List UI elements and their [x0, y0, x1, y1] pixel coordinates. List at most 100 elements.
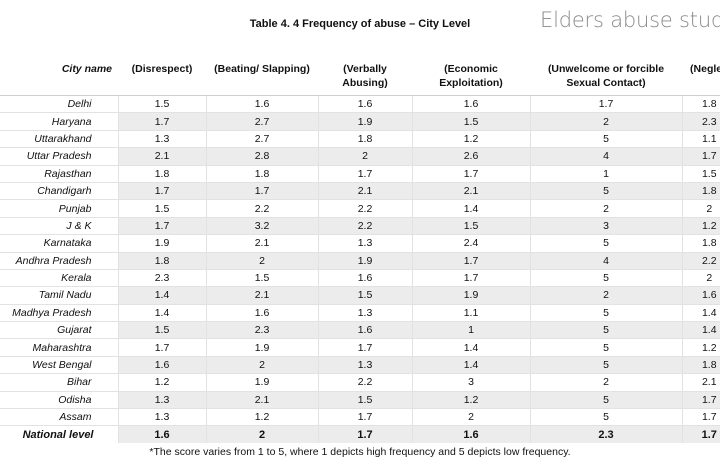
- cell-value: 2.2: [205, 199, 318, 218]
- cell-value: 1.1: [681, 130, 720, 149]
- cell-value: 1.6: [681, 286, 720, 305]
- cell-value: 1.7: [529, 95, 682, 114]
- cell-value: 1.5: [117, 321, 206, 340]
- cell-value: 2: [205, 356, 318, 375]
- cell-value: 2.8: [205, 147, 318, 166]
- frequency-table: City name (Disrespect) (Beating/ Slappin…: [0, 58, 720, 443]
- header-city-name: City name: [0, 58, 118, 96]
- cell-value: 1.5: [317, 286, 412, 305]
- cell-value: 5: [529, 234, 682, 253]
- header-economic-line2: Exploitation): [439, 77, 503, 89]
- city-name: West Bengal: [0, 356, 118, 375]
- cell-value: 1.5: [117, 199, 206, 218]
- cell-value: 1.8: [117, 165, 206, 183]
- header-verbally-line1: (Verbally: [343, 63, 387, 75]
- cell-value: 1.4: [681, 321, 720, 340]
- cell-value: 2.1: [317, 182, 412, 201]
- cell-value: 1.4: [681, 304, 720, 323]
- cell-value: 1.9: [205, 373, 318, 392]
- table-footnote: *The score varies from 1 to 5, where 1 d…: [149, 446, 571, 458]
- cell-value: 1.3: [117, 130, 206, 149]
- city-name: Maharashtra: [0, 338, 118, 357]
- cell-value: 2.1: [117, 147, 206, 166]
- city-name: Assam: [0, 408, 118, 427]
- cell-value: 1.3: [117, 391, 206, 410]
- cell-value: 1.8: [681, 182, 720, 201]
- cell-value: 1.7: [411, 165, 530, 183]
- table-row: Karnataka 1.9 2.1 1.3 2.4 5 1.8: [0, 234, 720, 253]
- cell-value: 2.3: [205, 321, 318, 340]
- cell-value: 1.7: [411, 269, 530, 288]
- national-value: 2.3: [529, 425, 682, 443]
- header-row: City name (Disrespect) (Beating/ Slappin…: [0, 58, 720, 96]
- cell-value: 5: [529, 130, 682, 149]
- city-name: Karnataka: [0, 234, 118, 253]
- cell-value: 1.4: [117, 304, 206, 323]
- cell-value: 2.2: [317, 199, 412, 218]
- header-sexual-line2: Sexual Contact): [566, 77, 646, 89]
- cell-value: 1.5: [411, 112, 530, 131]
- city-name: Andhra Pradesh: [0, 252, 118, 270]
- table-row: Chandigarh 1.7 1.7 2.1 2.1 5 1.8: [0, 182, 720, 201]
- cell-value: 1.4: [411, 356, 530, 375]
- table-row: J & K 1.7 3.2 2.2 1.5 3 1.2: [0, 217, 720, 236]
- cell-value: 2.1: [205, 286, 318, 305]
- table-row: Punjab 1.5 2.2 2.2 1.4 2 2: [0, 199, 720, 218]
- city-name: Kerala: [0, 269, 118, 288]
- city-name: Bihar: [0, 373, 118, 392]
- table-row: Tamil Nadu 1.4 2.1 1.5 1.9 2 1.6: [0, 286, 720, 305]
- header-sexual-line1: (Unwelcome or forcible: [547, 63, 665, 75]
- cell-value: 5: [529, 321, 682, 340]
- table-row: Odisha 1.3 2.1 1.5 1.2 5 1.7: [0, 391, 720, 410]
- table-row: Rajasthan 1.8 1.8 1.7 1.7 1 1.5: [0, 165, 720, 183]
- cell-value: 1.7: [117, 338, 206, 357]
- cell-value: 1.2: [411, 130, 530, 149]
- cell-value: 1.9: [317, 112, 412, 131]
- cell-value: 1.8: [681, 95, 720, 114]
- cell-value: 1.6: [317, 95, 412, 114]
- table-row: Assam 1.3 1.2 1.7 2 5 1.7: [0, 408, 720, 427]
- city-name: Odisha: [0, 391, 118, 410]
- city-name: Gujarat: [0, 321, 118, 340]
- cell-value: 3.2: [205, 217, 318, 236]
- cell-value: 3: [529, 217, 682, 236]
- cell-value: 1.7: [317, 338, 412, 357]
- cell-value: 1.2: [411, 391, 530, 410]
- cell-value: 1.3: [117, 408, 206, 427]
- study-brand-title: Elders abuse study: [540, 8, 720, 32]
- cell-value: 5: [529, 269, 682, 288]
- table-row: Maharashtra 1.7 1.9 1.7 1.4 5 1.2: [0, 338, 720, 357]
- cell-value: 1.5: [411, 217, 530, 236]
- header-economic-exploitation: (Economic Exploitation): [412, 58, 530, 96]
- cell-value: 1.2: [681, 338, 720, 357]
- cell-value: 2.2: [317, 217, 412, 236]
- cell-value: 1: [529, 165, 682, 183]
- cell-value: 2.1: [411, 182, 530, 201]
- cell-value: 5: [529, 182, 682, 201]
- table-row: Madhya Pradesh 1.4 1.6 1.3 1.1 5 1.4: [0, 304, 720, 323]
- cell-value: 4: [529, 252, 682, 270]
- table-row: Uttar Pradesh 2.1 2.8 2 2.6 4 1.7: [0, 147, 720, 166]
- cell-value: 5: [529, 356, 682, 375]
- national-level-row: National level 1.6 2 1.7 1.6 2.3 1.7: [0, 425, 720, 443]
- table-row: Haryana 1.7 2.7 1.9 1.5 2 2.3: [0, 112, 720, 131]
- cell-value: 1.8: [317, 130, 412, 149]
- city-name: Rajasthan: [0, 165, 118, 183]
- cell-value: 1.2: [681, 217, 720, 236]
- national-value: 1.7: [681, 425, 720, 443]
- cell-value: 1.8: [117, 252, 206, 270]
- table-row: Delhi 1.5 1.6 1.6 1.6 1.7 1.8: [0, 95, 720, 114]
- cell-value: 5: [529, 304, 682, 323]
- cell-value: 2: [681, 269, 720, 288]
- cell-value: 1.7: [411, 252, 530, 270]
- header-sexual-contact: (Unwelcome or forcible Sexual Contact): [530, 58, 682, 96]
- cell-value: 2.7: [205, 112, 318, 131]
- cell-value: 2.1: [681, 373, 720, 392]
- cell-value: 2: [681, 199, 720, 218]
- cell-value: 2.1: [205, 234, 318, 253]
- table-row: Gujarat 1.5 2.3 1.6 1 5 1.4: [0, 321, 720, 340]
- header-verbally-line2: Abusing): [342, 77, 388, 89]
- table-row: Uttarakhand 1.3 2.7 1.8 1.2 5 1.1: [0, 130, 720, 149]
- cell-value: 2.7: [205, 130, 318, 149]
- table-row: Andhra Pradesh 1.8 2 1.9 1.7 4 2.2: [0, 252, 720, 270]
